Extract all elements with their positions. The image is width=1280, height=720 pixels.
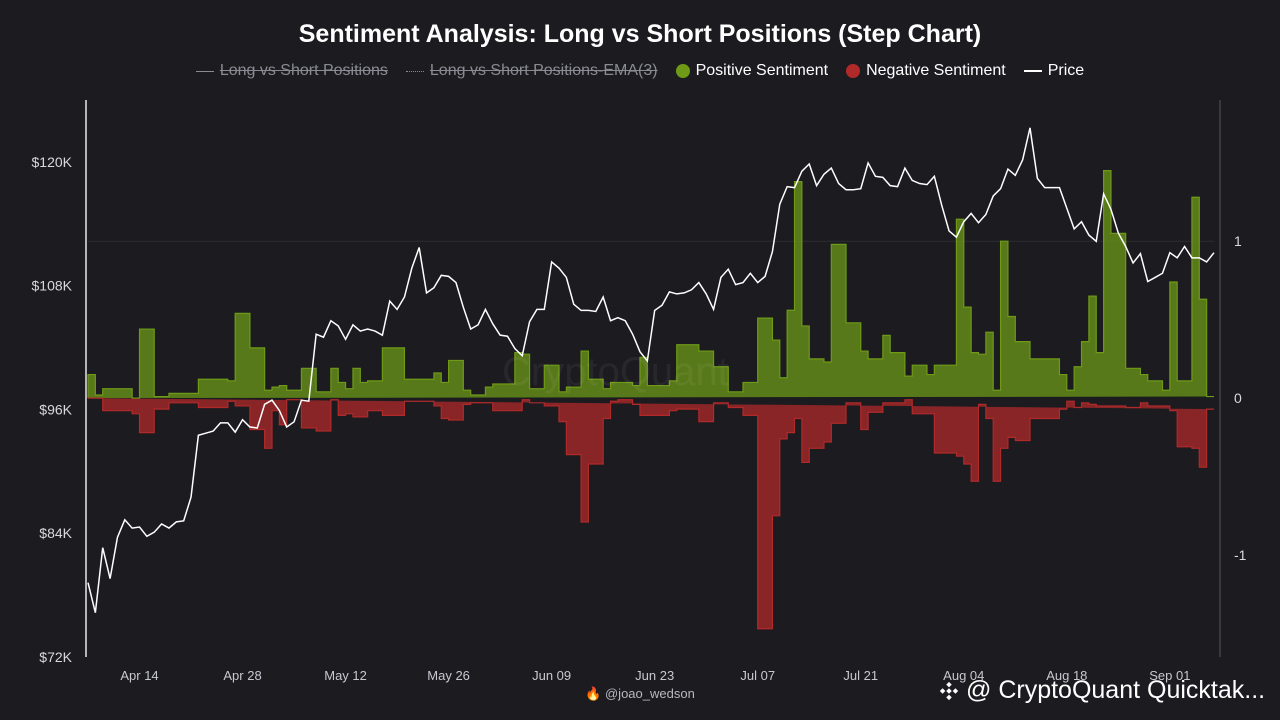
legend: Long vs Short Positions Long vs Short Po… bbox=[0, 62, 1280, 80]
circle-swatch-icon bbox=[846, 64, 861, 78]
legend-label: Negative Sentiment bbox=[866, 62, 1006, 79]
negative-sentiment-area bbox=[88, 397, 1214, 630]
legend-item-positive-sentiment[interactable]: Positive Sentiment bbox=[675, 62, 829, 80]
binance-logo-icon bbox=[939, 681, 959, 700]
positive-sentiment-area bbox=[87, 170, 1214, 399]
x-tick-label: Jul 21 bbox=[843, 668, 878, 683]
brand-footer: @ CryptoQuant Quicktak... bbox=[938, 676, 1265, 705]
y-right-tick-label: -1 bbox=[1234, 547, 1247, 563]
price-line bbox=[87, 127, 1215, 613]
x-tick-label: Jul 07 bbox=[740, 668, 775, 683]
legend-item-long-short-ema[interactable]: Long vs Short Positions-EMA(3) bbox=[405, 62, 658, 80]
brand-label: @ CryptoQuant Quicktak... bbox=[966, 676, 1266, 704]
author-credit: 🔥 @joao_wedson bbox=[585, 686, 695, 701]
line-swatch-icon bbox=[1023, 70, 1042, 72]
y-right-tick-label: 1 bbox=[1234, 233, 1242, 249]
x-tick-label: May 12 bbox=[324, 668, 367, 683]
x-tick-label: Apr 14 bbox=[120, 668, 158, 683]
circle-swatch-icon bbox=[675, 64, 690, 78]
x-tick-label: Aug 18 bbox=[1046, 668, 1087, 683]
watermark: CryptoQuant bbox=[502, 350, 729, 394]
x-tick-label: Aug 04 bbox=[943, 668, 984, 683]
y-right-tick-label: 0 bbox=[1234, 390, 1242, 406]
x-tick-label: May 26 bbox=[427, 668, 470, 683]
legend-item-long-short[interactable]: Long vs Short Positions bbox=[195, 62, 388, 80]
y-left-tick-label: $72K bbox=[39, 649, 72, 665]
y-left-tick-label: $108K bbox=[32, 278, 73, 294]
x-tick-label: Jun 09 bbox=[532, 668, 571, 683]
x-tick-label: Sep 01 bbox=[1149, 668, 1190, 683]
x-tick-label: Apr 28 bbox=[223, 668, 261, 683]
y-left-tick-label: $96K bbox=[39, 401, 72, 417]
y-left-tick-label: $120K bbox=[32, 154, 73, 170]
legend-label: Positive Sentiment bbox=[695, 62, 829, 79]
legend-label: Price bbox=[1047, 62, 1085, 79]
chart-title: Sentiment Analysis: Long vs Short Positi… bbox=[298, 20, 982, 48]
line-swatch-icon bbox=[195, 70, 214, 72]
legend-item-price[interactable]: Price bbox=[1023, 62, 1085, 80]
legend-label: Long vs Short Positions bbox=[219, 62, 388, 79]
y-left-tick-label: $84K bbox=[39, 525, 72, 541]
legend-item-negative-sentiment[interactable]: Negative Sentiment bbox=[846, 62, 1006, 80]
x-tick-label: Jun 23 bbox=[635, 668, 674, 683]
dotted-line-swatch-icon bbox=[405, 70, 424, 72]
legend-label: Long vs Short Positions-EMA(3) bbox=[429, 62, 658, 79]
